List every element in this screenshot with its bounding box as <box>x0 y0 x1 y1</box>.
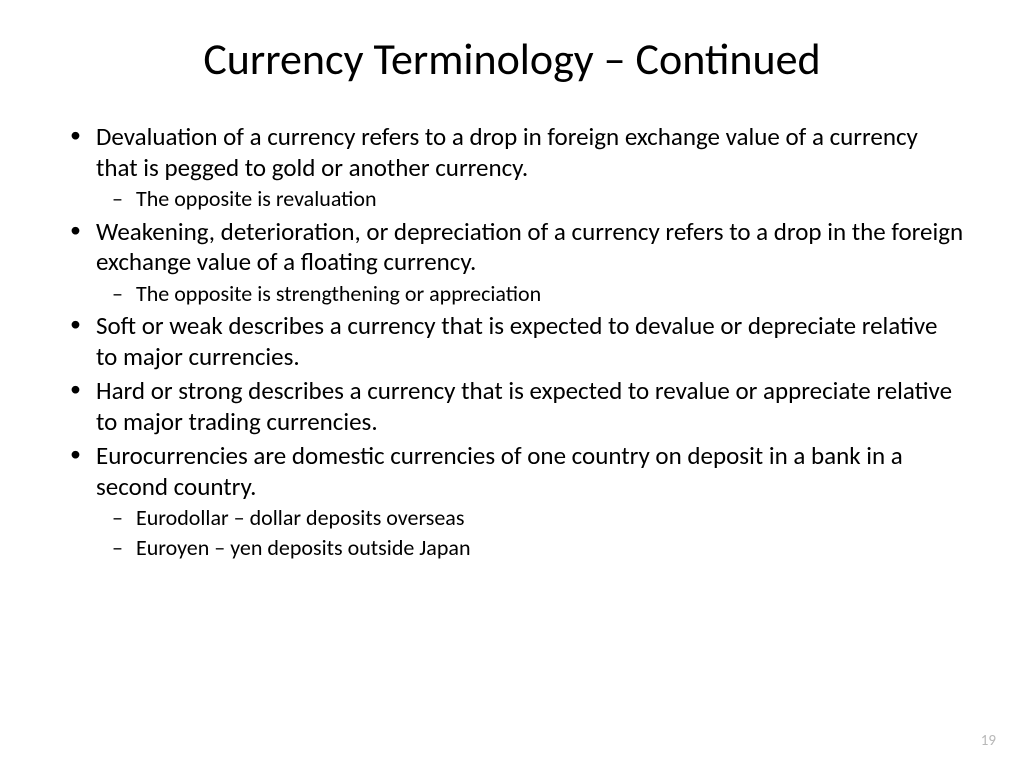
bullet-item: Devaluation of a currency refers to a dr… <box>96 122 964 213</box>
bullet-list: Devaluation of a currency refers to a dr… <box>60 122 964 561</box>
sub-bullet-item: The opposite is strengthening or appreci… <box>136 280 964 308</box>
sub-bullet-list: The opposite is strengthening or appreci… <box>96 280 964 308</box>
bullet-item: Soft or weak describes a currency that i… <box>96 311 964 372</box>
bullet-text: Soft or weak describes a currency that i… <box>96 310 937 372</box>
sub-bullet-list: The opposite is revaluation <box>96 185 964 213</box>
sub-bullet-list: Eurodollar – dollar deposits overseas Eu… <box>96 504 964 561</box>
bullet-text: Eurocurrencies are domestic currencies o… <box>96 440 903 502</box>
page-number: 19 <box>981 732 996 750</box>
sub-bullet-item: The opposite is revaluation <box>136 185 964 213</box>
sub-bullet-item: Euroyen – yen deposits outside Japan <box>136 534 964 562</box>
slide-title: Currency Terminology – Continued <box>60 32 964 86</box>
bullet-text: Devaluation of a currency refers to a dr… <box>96 121 918 183</box>
bullet-item: Eurocurrencies are domestic currencies o… <box>96 441 964 561</box>
sub-bullet-item: Eurodollar – dollar deposits overseas <box>136 504 964 532</box>
bullet-text: Weakening, deterioration, or depreciatio… <box>96 216 963 278</box>
bullet-item: Hard or strong describes a currency that… <box>96 376 964 437</box>
bullet-text: Hard or strong describes a currency that… <box>96 375 952 437</box>
bullet-item: Weakening, deterioration, or depreciatio… <box>96 217 964 308</box>
